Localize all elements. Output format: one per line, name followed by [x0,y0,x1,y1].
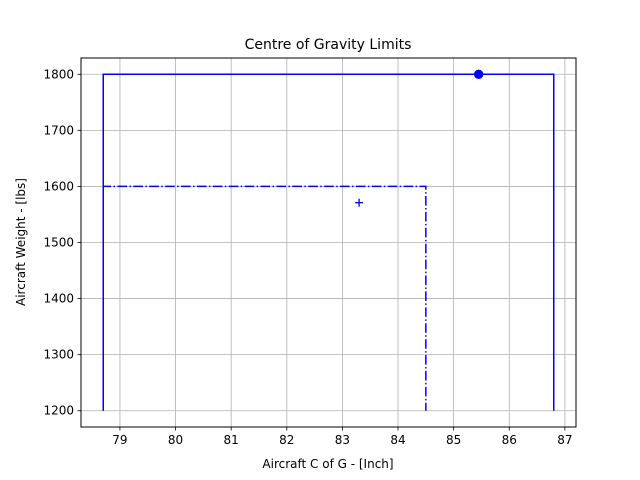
cg-point-circle [473,69,484,79]
x-tick-label: 85 [446,433,461,447]
x-axis-title: Aircraft C of G - [Inch] [262,457,393,471]
x-tick-label: 86 [502,433,517,447]
points-group [355,69,484,207]
x-tick-label: 83 [335,433,350,447]
series-group [102,73,555,411]
x-tick-label: 81 [224,433,239,447]
dashdot-limit-line [102,185,427,411]
cg-point-plus [355,198,364,207]
y-tick-label: 1300 [43,348,74,362]
x-tick-label: 79 [112,433,127,447]
x-axis: 79 80 81 82 83 84 85 86 87 [112,427,573,447]
y-tick-label: 1200 [43,404,74,418]
x-tick-label: 84 [390,433,405,447]
x-tick-label: 87 [557,433,572,447]
y-axis-title: Aircraft Weight - [lbs] [14,178,28,306]
y-tick-label: 1400 [43,292,74,306]
y-tick-label: 1600 [43,179,74,193]
y-tick-label: 1700 [43,123,74,137]
chart-title: Centre of Gravity Limits [245,37,412,53]
y-axis: 1200 1300 1400 1500 1600 1700 1800 [43,67,81,418]
y-tick-label: 1800 [43,67,74,81]
x-tick-label: 82 [279,433,294,447]
x-tick-label: 80 [168,433,183,447]
y-tick-label: 1500 [43,236,74,250]
